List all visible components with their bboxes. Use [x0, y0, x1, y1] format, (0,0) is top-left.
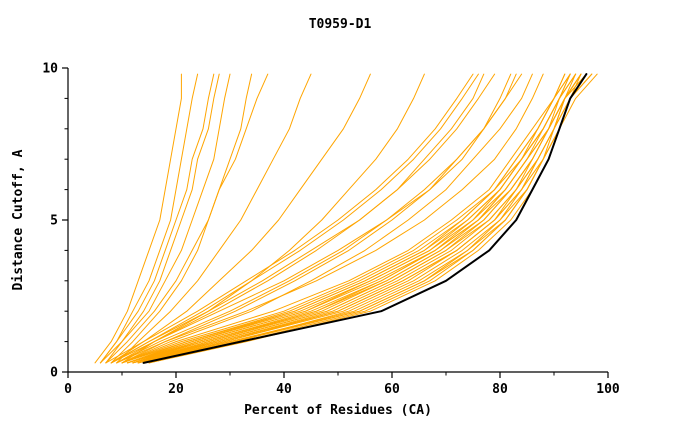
model-curve — [137, 73, 593, 364]
y-tick-label: 0 — [50, 366, 58, 381]
model-curve — [105, 73, 220, 364]
y-axis-label: Distance Cutoff, A — [11, 149, 26, 290]
model-curve — [132, 73, 582, 364]
model-curve — [116, 73, 544, 364]
x-tick-label: 20 — [168, 382, 184, 397]
model-curve — [116, 73, 312, 364]
model-curve — [116, 73, 512, 364]
model-curve — [148, 73, 587, 364]
y-tick-label: 10 — [42, 62, 58, 77]
chart-title: T0959-D1 — [309, 17, 372, 32]
x-tick-label: 60 — [384, 382, 400, 397]
model-curve — [132, 73, 577, 364]
x-tick-label: 80 — [492, 382, 508, 397]
model-curve — [110, 73, 371, 364]
x-tick-label: 40 — [276, 382, 292, 397]
model-curve — [105, 73, 474, 364]
model-curve — [99, 73, 215, 364]
model-curve — [116, 73, 485, 364]
model-curve — [143, 73, 587, 364]
ticks-layer: 0 20 40 60 80 100 0 5 10 — [42, 62, 620, 398]
model-curve — [132, 73, 582, 364]
model-curve — [121, 73, 517, 364]
model-curve — [121, 73, 425, 364]
model-curve — [94, 73, 182, 364]
x-tick-label: 0 — [64, 382, 72, 397]
model-curve — [132, 73, 577, 364]
x-tick-label: 100 — [596, 382, 620, 397]
x-axis-label: Percent of Residues (CA) — [244, 403, 432, 418]
model-curve — [121, 73, 566, 364]
y-tick-label: 5 — [50, 214, 58, 229]
model-curve — [99, 73, 199, 364]
model-curve — [137, 73, 582, 364]
curves-layer — [94, 73, 598, 364]
model-curve — [148, 73, 598, 364]
model-curve — [105, 73, 269, 364]
model-curve — [99, 73, 231, 364]
model-curve — [121, 73, 533, 364]
model-curve — [137, 73, 582, 364]
model-curve — [110, 73, 479, 364]
target-best-model — [142, 73, 588, 364]
model-curve — [126, 73, 571, 364]
